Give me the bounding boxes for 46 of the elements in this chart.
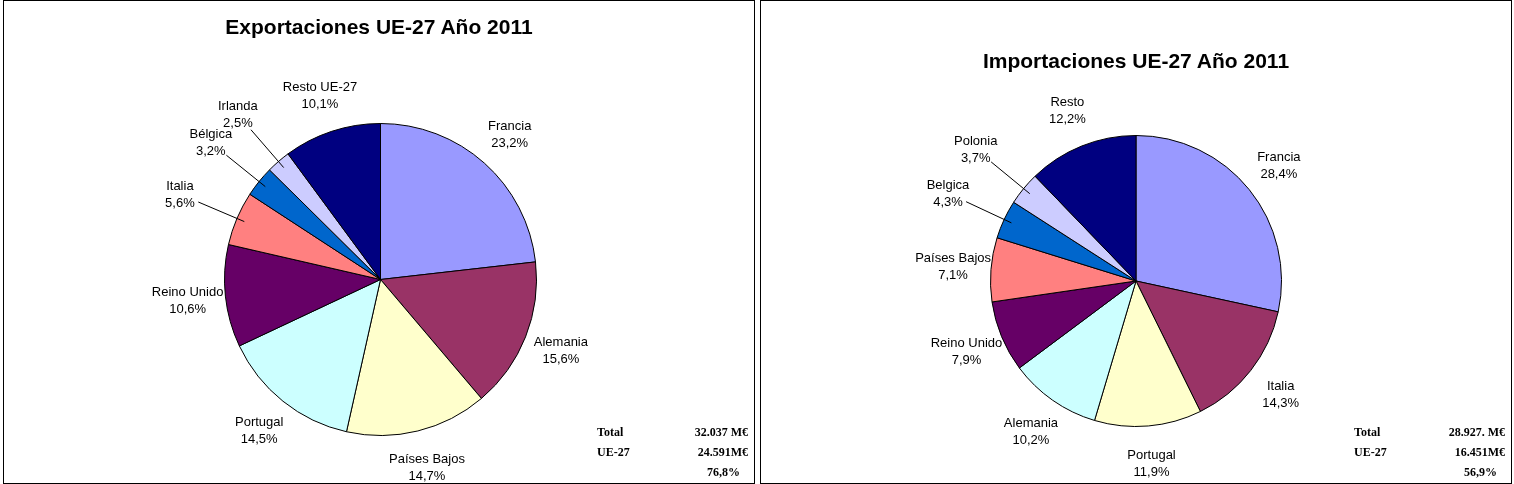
- slice-label: Países Bajos: [915, 250, 992, 266]
- data-label: 14,5%: [240, 431, 279, 447]
- data-label: 14,3%: [1262, 394, 1300, 410]
- data-label: 7,9%: [951, 351, 982, 367]
- slice-label: Polonia: [954, 132, 999, 148]
- data-label: 12,2%: [1048, 111, 1087, 127]
- data-label: 10,1%: [301, 95, 339, 111]
- data-label: 3,7%: [960, 149, 991, 165]
- slice-label: Belgica: [926, 176, 971, 192]
- data-label: 4,3%: [933, 193, 964, 209]
- data-label: 7,1%: [938, 267, 969, 283]
- text: Total: [597, 425, 624, 440]
- slice-label: Portugal: [1127, 447, 1176, 463]
- slice-label: Reino Unido: [151, 283, 224, 299]
- slice-label: Resto UE-27: [282, 78, 358, 94]
- slice-label: Reino Unido: [930, 334, 1003, 350]
- text: 28.927. M€: [1448, 425, 1505, 440]
- slice-label: Portugal: [234, 414, 284, 430]
- slice-label: Irlanda: [218, 98, 259, 114]
- text: 24.591M€: [697, 445, 748, 460]
- data-label: 15,6%: [542, 351, 580, 367]
- slice-label: Italia: [166, 177, 195, 193]
- text: 16.451M€: [1454, 445, 1505, 460]
- text: 32.037 M€: [694, 425, 748, 440]
- slice-label: Italia: [1266, 377, 1296, 393]
- data-label: 3,2%: [195, 143, 227, 159]
- data-label: 11,9%: [1133, 464, 1170, 480]
- slice-label: Francia: [488, 118, 533, 134]
- chart-title: Importaciones UE-27 Año 2011: [981, 49, 1291, 73]
- chart-title: Exportaciones UE-27 Año 2011: [224, 15, 534, 39]
- slice-label: Alemania: [533, 334, 589, 350]
- text: UE-27: [597, 445, 630, 460]
- data-label: 14,7%: [408, 468, 446, 484]
- data-label: 10,6%: [169, 300, 207, 316]
- slice-label: Alemania: [1003, 415, 1059, 431]
- text: UE-27: [1354, 445, 1387, 460]
- slice-label: Resto: [1050, 94, 1085, 110]
- text: Total: [1354, 425, 1381, 440]
- slice-label: Francia: [1257, 149, 1302, 165]
- text: 76,8%: [707, 465, 740, 480]
- data-label: 23,2%: [491, 135, 529, 151]
- text: 56,9%: [1464, 465, 1497, 480]
- data-label: 28,4%: [1260, 166, 1298, 182]
- slice-label: Países Bajos: [389, 451, 466, 467]
- data-label: 5,6%: [165, 194, 196, 210]
- data-label: 10,2%: [1012, 432, 1050, 448]
